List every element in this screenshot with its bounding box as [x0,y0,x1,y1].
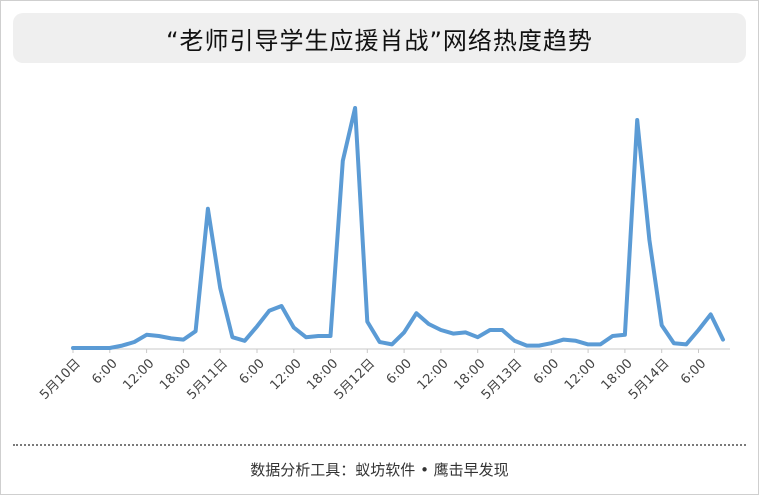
footer-source: 数据分析工具：蚁坊软件 • 鹰击早发现 [250,461,509,479]
title-bar: “老师引导学生应援肖战”网络热度趋势 [13,13,746,63]
data-point [476,335,480,339]
data-point [402,330,406,334]
data-point [316,334,320,338]
data-point [280,304,283,308]
x-tick-label: 12:00 [120,356,157,393]
x-tick-label: 5月14日 [626,356,673,403]
data-point [574,339,578,343]
footer-divider [13,444,746,446]
data-point [562,338,566,342]
data-point [525,344,529,348]
data-point [365,320,369,324]
data-point [304,335,308,339]
x-tick-label: 12:00 [415,356,452,393]
data-point [684,342,688,346]
data-point [267,309,271,313]
x-tick-marks [72,349,699,353]
data-point [96,346,99,350]
data-point [181,338,185,342]
data-point [120,344,124,348]
x-tick-label: 6:00 [531,356,562,387]
data-point [157,334,161,338]
data-point [709,312,713,316]
data-point [194,329,198,333]
data-point [341,159,345,163]
x-tick-label: 6:00 [237,356,268,387]
series-points [71,106,725,350]
data-point [83,346,87,350]
data-point [586,342,590,346]
x-tick-label: 6:00 [89,356,120,387]
data-point [451,332,455,336]
data-point [488,328,492,332]
series-line [71,106,725,350]
data-point [132,340,136,344]
data-point [169,336,173,340]
data-point [353,106,357,110]
data-point [255,324,259,328]
data-point [672,341,676,345]
data-point [721,338,725,342]
x-tick-label: 5月12日 [332,356,379,403]
data-point [439,328,443,332]
data-point [660,323,664,327]
data-point [218,286,222,290]
x-tick-label: 12:00 [268,356,305,393]
data-point [635,118,639,122]
data-point [500,328,504,332]
x-tick-label: 5月13日 [479,356,526,403]
data-point [623,333,627,337]
data-point [427,322,431,326]
data-point [108,346,112,350]
x-tick-label: 12:00 [562,356,599,393]
data-point [292,326,296,330]
data-point [513,339,516,343]
data-point [230,335,234,339]
chart-title: “老师引导学生应援肖战”网络热度趋势 [166,26,593,55]
data-point [145,333,149,337]
data-point [611,334,615,338]
data-point [549,341,553,345]
data-point [243,339,247,343]
data-point [378,340,382,344]
x-tick-label: 5月10日 [37,356,84,403]
x-tick-label: 6:00 [384,356,415,387]
data-point [414,311,418,315]
data-point [329,334,332,338]
data-point [537,344,541,348]
data-point [390,342,394,346]
data-point [206,207,210,211]
data-point [464,330,467,334]
x-tick-label: 5月11日 [184,356,231,403]
data-point [598,342,602,346]
x-tick-label: 6:00 [678,356,709,387]
data-point [697,328,700,332]
data-point [71,346,75,350]
data-point [647,238,651,242]
